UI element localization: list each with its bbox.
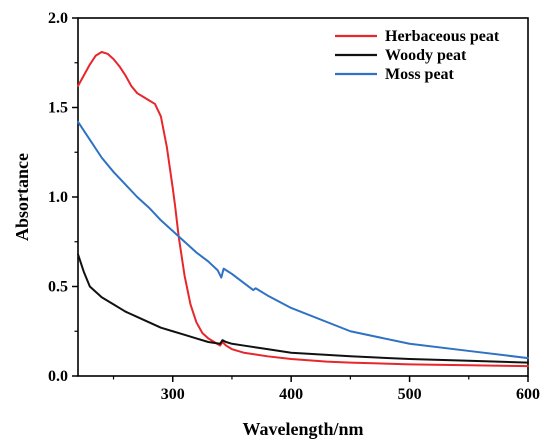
y-tick-label: 1.0 — [48, 189, 68, 206]
y-tick-label: 1.5 — [48, 100, 68, 117]
series-line-herbaceous-peat — [77, 51, 529, 368]
y-tick-label: 2.0 — [48, 10, 68, 27]
y-axis-label: Absortance — [12, 153, 32, 241]
legend-label: Woody peat — [385, 47, 467, 64]
x-tick-label: 600 — [516, 386, 540, 403]
x-tick-label: 500 — [398, 386, 422, 403]
plot-frame — [77, 17, 529, 377]
y-tick-label: 0.5 — [48, 279, 68, 296]
series-line-woody-peat — [77, 253, 529, 364]
x-axis-label: Wavelength/nm — [242, 419, 363, 439]
x-tick-label: 300 — [161, 386, 185, 403]
plot-area: 300 400 500 600 0.0 0.5 1.0 1.5 2.0 Wavelength/nm… — [12, 10, 540, 439]
legend-label: Moss peat — [385, 66, 455, 83]
series-line-moss-peat — [77, 120, 529, 360]
y-tick-label: 0.0 — [48, 368, 68, 385]
legend-label: Herbaceous peat — [385, 28, 500, 45]
x-tick-label: 400 — [279, 386, 303, 403]
